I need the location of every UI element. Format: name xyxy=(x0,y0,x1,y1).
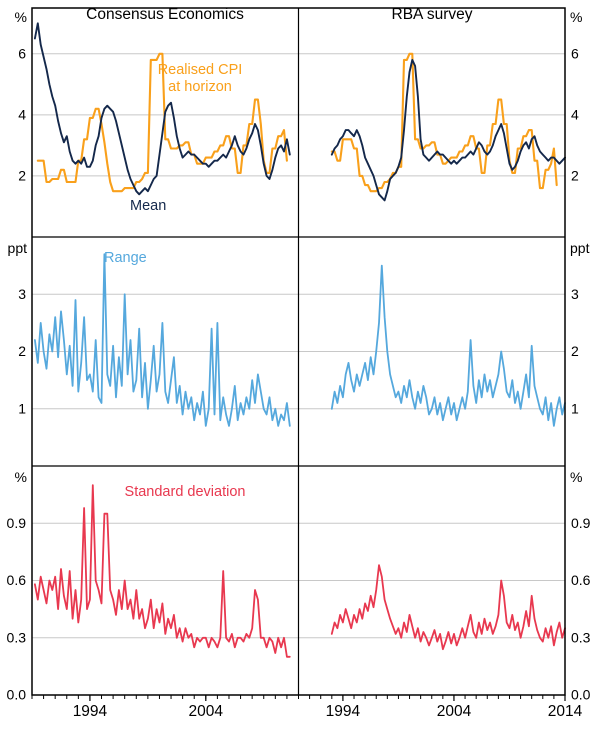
y-axis-unit-row2-right: ppt xyxy=(570,240,590,256)
y-axis-unit-row1-right: % xyxy=(570,9,583,25)
svg-text:0.9: 0.9 xyxy=(571,515,591,531)
svg-text:3: 3 xyxy=(571,286,579,302)
svg-text:6: 6 xyxy=(18,45,26,61)
svg-text:0.3: 0.3 xyxy=(571,629,591,645)
y-axis-unit-row2-left: ppt xyxy=(7,240,27,256)
svg-text:1: 1 xyxy=(18,400,26,416)
svg-text:2: 2 xyxy=(18,167,26,183)
svg-text:2014: 2014 xyxy=(548,703,583,720)
panel-title-consensus-economics: Consensus Economics xyxy=(86,6,244,23)
svg-text:0.6: 0.6 xyxy=(571,572,591,588)
legend-mean-label: Mean xyxy=(130,198,167,214)
svg-text:1994: 1994 xyxy=(326,703,361,720)
y-axis-unit-row3-left: % xyxy=(14,469,27,485)
svg-text:1994: 1994 xyxy=(73,703,108,720)
svg-text:0.6: 0.6 xyxy=(7,572,27,588)
y-axis-unit-row1-left: % xyxy=(14,9,27,25)
svg-text:2: 2 xyxy=(571,167,579,183)
legend-standard-deviation-label: Standard deviation xyxy=(124,484,246,500)
svg-text:2: 2 xyxy=(18,343,26,359)
svg-text:0.9: 0.9 xyxy=(7,515,27,531)
svg-text:6: 6 xyxy=(571,45,579,61)
y-axis-unit-row3-right: % xyxy=(570,469,583,485)
svg-text:2004: 2004 xyxy=(189,703,224,720)
svg-text:4: 4 xyxy=(18,106,26,122)
svg-text:1: 1 xyxy=(571,400,579,416)
svg-text:2004: 2004 xyxy=(437,703,472,720)
svg-text:3: 3 xyxy=(18,286,26,302)
panel-title-rba-survey: RBA survey xyxy=(391,6,473,23)
svg-text:0.3: 0.3 xyxy=(7,629,27,645)
svg-text:0.0: 0.0 xyxy=(571,687,591,703)
legend-realised-cpi-label: Realised CPI at horizon xyxy=(157,62,243,96)
svg-text:2: 2 xyxy=(571,343,579,359)
svg-text:4: 4 xyxy=(571,106,579,122)
legend-range-label: Range xyxy=(104,250,147,266)
svg-text:0.0: 0.0 xyxy=(7,687,27,703)
